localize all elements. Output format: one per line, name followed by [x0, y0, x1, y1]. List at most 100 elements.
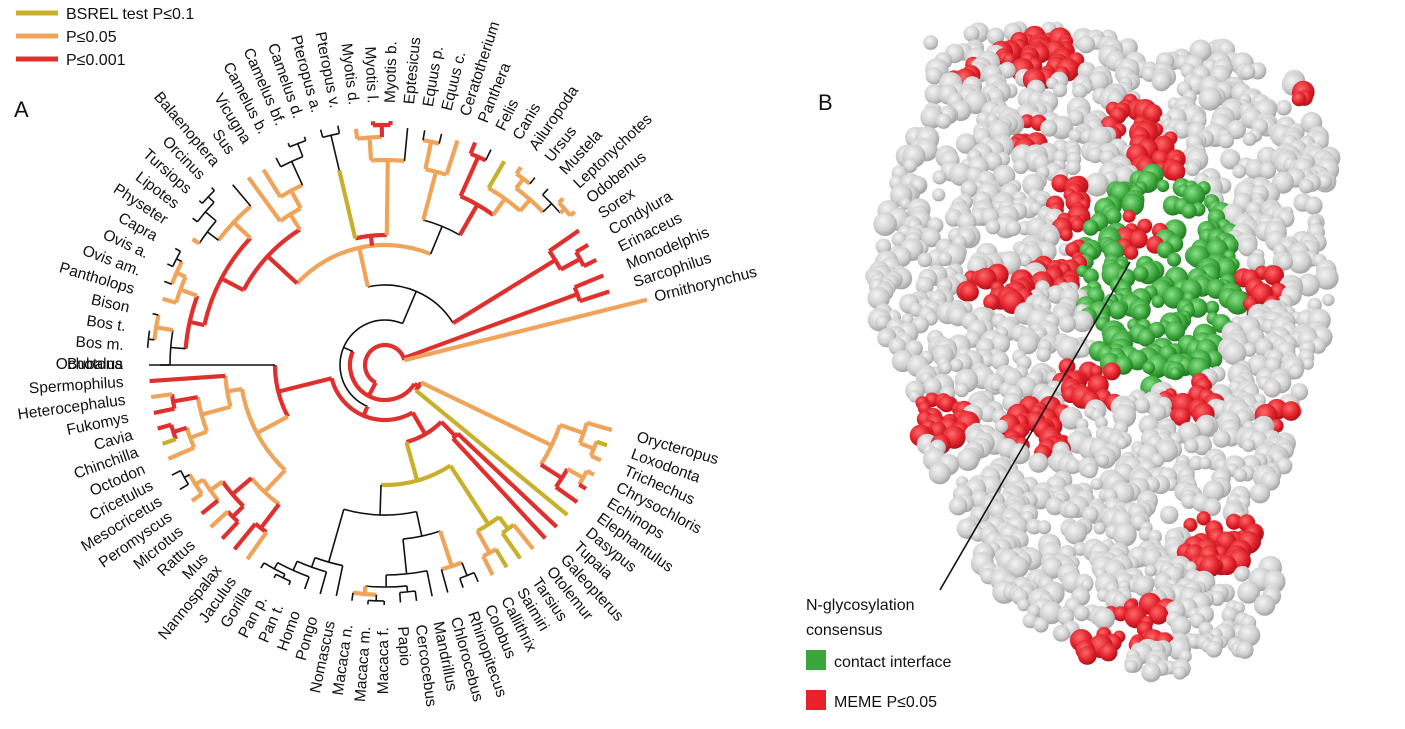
surface-atom: [1288, 250, 1312, 274]
tree-arc: [295, 242, 432, 285]
surface-atom: [1042, 229, 1059, 246]
tree-branch: [189, 429, 208, 440]
surface-atom: [1122, 209, 1136, 223]
surface-atom: [1316, 174, 1333, 190]
surface-atom: [1151, 71, 1172, 92]
tree-branch: [367, 137, 374, 161]
branch-peromyscus: [190, 492, 204, 503]
branch-mesocricetus: [179, 483, 189, 491]
taxon-label-myotis-l-: Myotis l.: [361, 46, 381, 104]
tree-arc: [249, 476, 281, 506]
surface-atom: [1183, 517, 1198, 532]
surface-atom: [1093, 522, 1106, 535]
tree-branch: [327, 533, 338, 563]
tree-arc: [367, 284, 454, 324]
branch-colobus: [473, 572, 479, 583]
surface-atom: [1198, 87, 1222, 111]
tree-branch: [292, 560, 298, 571]
tree-branch: [148, 338, 155, 341]
tree-arc: [275, 573, 291, 582]
surface-atom: [1301, 357, 1314, 370]
surface-atom: [1124, 659, 1138, 673]
tree-branch: [262, 468, 287, 494]
tree-branch: [401, 291, 417, 324]
branch-nomascus: [335, 565, 344, 597]
branch-gorilla: [260, 562, 265, 569]
surface-atom: [1070, 218, 1085, 233]
surface-atom: [1054, 626, 1071, 642]
tree-branch: [290, 161, 304, 186]
surface-atom: [1041, 557, 1063, 579]
surface-atom: [985, 219, 1001, 235]
surface-atom: [1205, 300, 1220, 315]
branch-ceratotherium: [444, 139, 460, 176]
surface-atom: [1142, 104, 1163, 124]
tree-branch: [336, 509, 345, 534]
legend-b: contact interface MEME P≤0.05: [806, 650, 952, 711]
tree-arc: [220, 480, 245, 508]
tree-branch: [337, 169, 358, 239]
surface-atom: [954, 382, 969, 398]
surface-atom: [875, 238, 892, 255]
tree-arc: [201, 478, 220, 502]
tree-arc: [368, 599, 385, 602]
branch-rhinopitecus: [459, 577, 464, 588]
surface-atom: [1148, 605, 1169, 625]
surface-atom: [932, 170, 947, 185]
surface-atom: [1077, 646, 1097, 665]
tree-arc: [451, 432, 460, 440]
tree-branch: [184, 473, 191, 479]
surface-atom: [875, 315, 890, 330]
tree-arc: [169, 393, 177, 410]
surface-atom: [955, 133, 977, 154]
surface-atom: [1259, 162, 1276, 179]
branch-ursus: [529, 177, 536, 185]
branch-pteropus-a-: [319, 129, 324, 138]
legend-label-bsrel: BSREL test P≤0.1: [66, 6, 194, 23]
surface-atom: [938, 361, 952, 375]
surface-atom: [1182, 183, 1206, 207]
surface-atom: [1104, 207, 1122, 225]
branch-papio: [398, 592, 402, 603]
surface-atom: [1195, 416, 1216, 437]
surface-atom: [1296, 273, 1320, 297]
surface-atom: [1073, 605, 1090, 622]
panel-label-b: B: [818, 90, 833, 115]
taxon-label-bos-m-: Bos m.: [75, 334, 124, 354]
surface-atom: [1225, 513, 1242, 530]
legend-label-contact: contact interface: [834, 654, 952, 671]
tree-arc: [289, 139, 307, 148]
surface-atom: [1052, 82, 1068, 98]
surface-atom: [1249, 483, 1271, 504]
surface-atom: [922, 377, 942, 397]
tree-branch: [220, 276, 245, 293]
surface-atom: [1017, 598, 1031, 612]
tree-arc: [343, 508, 417, 516]
surface-atom: [1017, 333, 1039, 355]
legend-swatch-meme: [806, 690, 826, 710]
branch-cavia: [157, 422, 172, 431]
tree-branch: [201, 404, 232, 417]
surface-atom: [1291, 91, 1307, 107]
tree-branch: [379, 484, 382, 515]
branch-eptesicus: [403, 127, 409, 162]
tree-branch: [172, 425, 188, 435]
tree-branch: [231, 504, 245, 519]
surface-atom: [1170, 616, 1192, 637]
branch-physeter: [191, 237, 201, 246]
branch-canis: [486, 160, 507, 190]
surface-atom: [1185, 161, 1200, 177]
surface-atom: [1234, 566, 1250, 582]
branch-elephantulus: [554, 485, 579, 504]
tree-arc: [405, 420, 443, 445]
surface-atom: [1156, 179, 1170, 193]
tree-arc: [588, 440, 599, 457]
tree-arc: [487, 186, 522, 213]
tree-arc: [399, 590, 416, 594]
tree-branch: [209, 479, 224, 492]
tree-arc: [296, 560, 327, 573]
branch-balaenoptera: [232, 184, 252, 207]
tree-branch: [357, 247, 370, 288]
surface-atom: [1071, 310, 1094, 333]
